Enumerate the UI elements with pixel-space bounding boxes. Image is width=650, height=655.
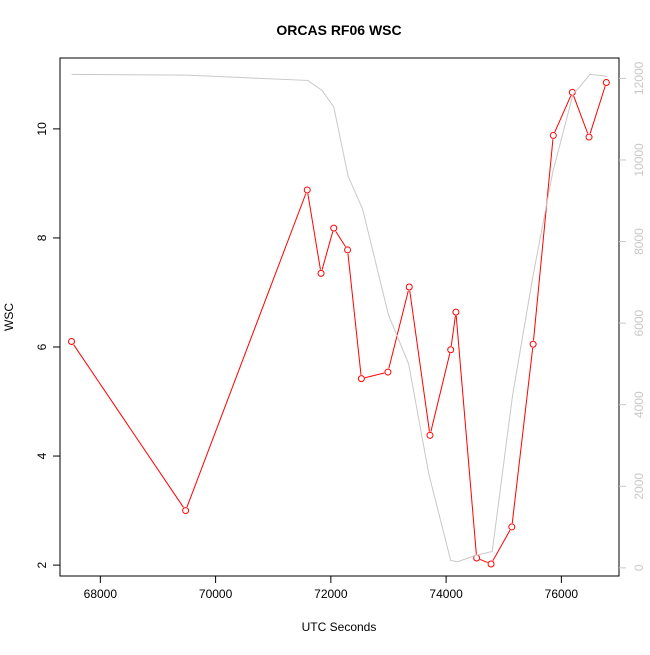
- data-point: [487, 560, 495, 568]
- data-point: [426, 431, 434, 439]
- series-segment: [409, 290, 430, 432]
- series-segment: [186, 193, 307, 508]
- chart-title: ORCAS RF06 WSC: [276, 22, 401, 38]
- x-tick-label: 72000: [314, 587, 348, 601]
- series-segment: [388, 290, 409, 369]
- y-tick-label: 10: [35, 122, 49, 136]
- y2-tick-label: 6000: [632, 309, 646, 336]
- x-axis-label: UTC Seconds: [302, 620, 377, 634]
- data-point: [357, 375, 365, 383]
- series-segment: [492, 529, 511, 561]
- y2-axis: 0 2000 4000 6000 8000 10000 12000: [619, 61, 646, 571]
- data-point: [508, 523, 516, 531]
- series-segment: [364, 372, 385, 379]
- data-point: [330, 224, 338, 232]
- data-point: [447, 346, 455, 354]
- data-point: [68, 338, 76, 346]
- y-tick-label: 6: [35, 343, 49, 350]
- series-segment: [450, 315, 456, 347]
- data-point: [549, 131, 557, 139]
- x-tick-label: 70000: [199, 587, 233, 601]
- series-segment: [455, 315, 477, 555]
- y2-tick-label: 8000: [632, 228, 646, 255]
- data-point: [602, 79, 610, 87]
- data-point: [452, 308, 460, 316]
- data-point: [344, 246, 352, 254]
- series-segment: [589, 86, 606, 134]
- y-axis-label: WSC: [2, 303, 16, 331]
- x-tick-label: 76000: [545, 587, 579, 601]
- series-layer: [68, 73, 610, 568]
- data-point: [182, 507, 190, 515]
- series-segment: [554, 95, 572, 133]
- data-point: [317, 269, 325, 277]
- y2-tick-label: 12000: [632, 61, 646, 95]
- x-axis: 68000 70000 72000 74000 76000: [84, 576, 579, 601]
- series-segment: [321, 231, 334, 270]
- series-segment: [430, 353, 451, 432]
- plot-frame: [59, 57, 620, 577]
- series-segment: [335, 231, 346, 247]
- x-tick-label: 74000: [429, 587, 463, 601]
- data-point: [585, 133, 593, 141]
- y2-tick-label: 2000: [632, 473, 646, 500]
- data-point: [529, 340, 537, 348]
- y2-tick-label: 4000: [632, 391, 646, 418]
- series-segment: [573, 95, 589, 134]
- series-segment: [307, 193, 321, 270]
- data-point: [303, 186, 311, 194]
- secondary-series-line: [71, 73, 608, 563]
- series-segment: [533, 139, 554, 341]
- x-tick-label: 68000: [84, 587, 118, 601]
- data-point: [405, 283, 413, 291]
- y-tick-label: 2: [35, 561, 49, 568]
- data-point: [384, 368, 392, 376]
- y2-tick-label: 0: [632, 564, 646, 571]
- y-tick-label: 8: [35, 234, 49, 241]
- y-tick-label: 4: [35, 452, 49, 459]
- series-segment: [73, 344, 184, 508]
- y2-tick-label: 10000: [632, 143, 646, 177]
- series-segment: [479, 559, 488, 564]
- y-axis: 2 4 6 8 10: [35, 122, 60, 568]
- series-segment: [511, 347, 534, 524]
- series-segment: [347, 253, 362, 375]
